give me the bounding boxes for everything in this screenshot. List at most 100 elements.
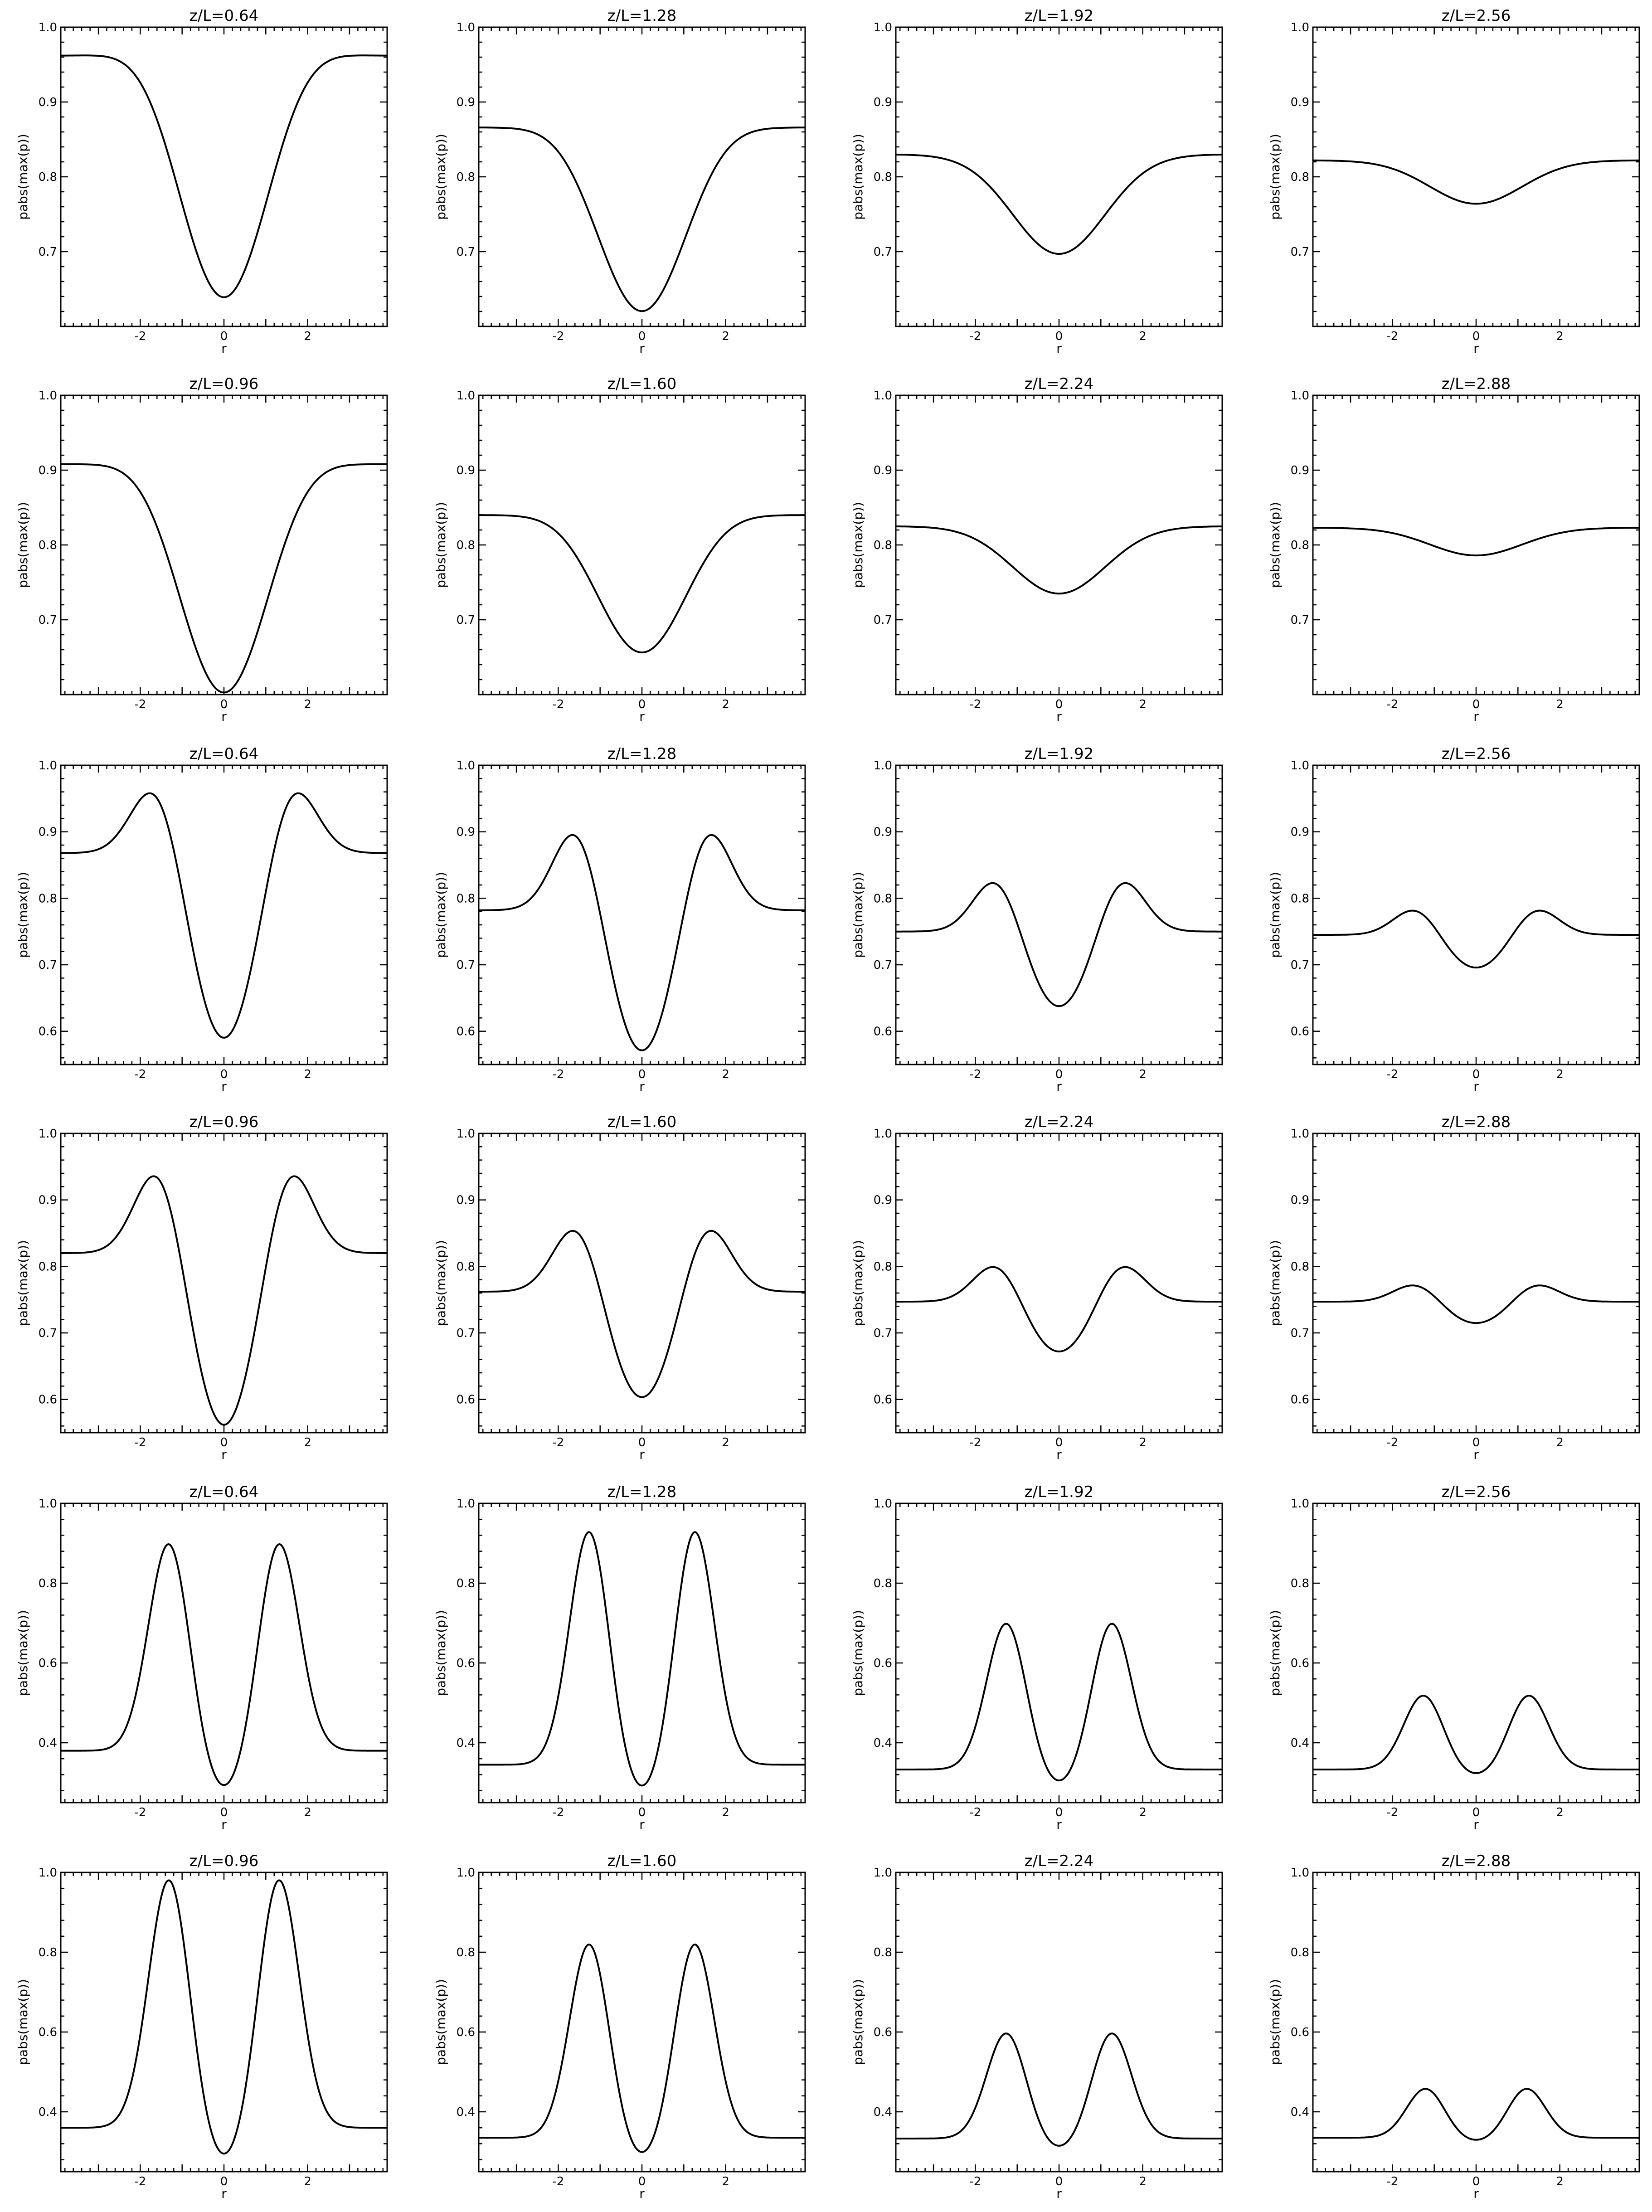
x-tick-label: 2 (722, 1806, 729, 1819)
panel-title: z/L=1.92 (1025, 745, 1093, 763)
y-axis-label: pabs(max(p)) (433, 502, 448, 588)
y-tick-label: 0.9 (457, 464, 475, 477)
y-tick-label: 0.7 (39, 245, 57, 259)
series-line (896, 1266, 1222, 1353)
y-tick-label: 1.0 (39, 759, 57, 773)
y-tick-label: 0.8 (874, 1946, 892, 1959)
x-tick-label: 0 (1472, 1436, 1480, 1449)
y-axis-label: pabs(max(p)) (1268, 502, 1283, 588)
y-tick-label: 0.4 (1291, 1736, 1309, 1750)
y-tick-label: 0.6 (1291, 1025, 1309, 1039)
plot-frame (478, 1133, 806, 1434)
y-axis-label: pabs(max(p)) (850, 1610, 865, 1696)
y-axis-label: pabs(max(p)) (433, 1610, 448, 1696)
y-tick-label: 0.7 (1291, 1327, 1309, 1340)
y-axis-label: pabs(max(p)) (1268, 1979, 1283, 2065)
x-tick-label: 2 (1556, 330, 1564, 343)
x-axis-label: r (1056, 1817, 1062, 1832)
x-axis-label: r (639, 2186, 645, 2201)
x-tick-label: -2 (1386, 698, 1398, 711)
panel-title: z/L=1.60 (607, 1113, 676, 1131)
x-tick-label: -2 (1386, 1068, 1398, 1081)
y-axis-label: pabs(max(p)) (1268, 134, 1283, 220)
plot-frame (895, 1133, 1223, 1434)
y-tick-label: 0.4 (874, 2105, 892, 2119)
panel-title: z/L=2.24 (1025, 375, 1093, 393)
panel-title: z/L=0.64 (189, 1483, 258, 1501)
y-tick-label: 1.0 (457, 21, 475, 34)
y-tick-label: 0.8 (874, 539, 892, 552)
series-line (479, 1943, 805, 2153)
x-tick-label: -2 (134, 2175, 146, 2188)
x-tick-label: -2 (969, 698, 981, 711)
x-axis-label: r (1473, 341, 1479, 356)
plot-frame (1312, 1133, 1640, 1434)
x-tick-label: 0 (638, 1436, 646, 1449)
y-tick-label: 0.8 (1291, 1260, 1309, 1274)
x-axis-label: r (639, 341, 645, 356)
x-tick-label: 0 (638, 698, 646, 711)
x-tick-label: -2 (969, 2175, 981, 2188)
x-tick-label: 0 (220, 1436, 228, 1449)
y-tick-label: 0.9 (1291, 826, 1309, 839)
series-line (479, 834, 805, 1051)
x-axis-label: r (1056, 2186, 1062, 2201)
y-tick-label: 0.4 (1291, 2105, 1309, 2119)
x-axis-label: r (639, 709, 645, 724)
y-tick-label: 0.6 (39, 1393, 57, 1407)
panel-title: z/L=0.96 (189, 1113, 258, 1131)
panel-6: z/L=1.60 -2 0 2 0.7 0.8 0.9 1.0 r pabs(max(p)) (433, 375, 806, 724)
x-tick-label: -2 (1386, 2175, 1398, 2188)
x-tick-label: 0 (1472, 698, 1480, 711)
series-line (479, 1230, 805, 1398)
x-tick-label: 0 (1472, 2175, 1480, 2188)
x-axis-label: r (639, 1817, 645, 1832)
x-tick-label: 2 (304, 330, 311, 343)
x-tick-label: 0 (220, 698, 228, 711)
series-line (1313, 2088, 1639, 2141)
y-axis-label: pabs(max(p)) (433, 872, 448, 958)
x-tick-label: 2 (1139, 1436, 1147, 1449)
y-tick-label: 0.9 (39, 826, 57, 839)
series-line (479, 1531, 805, 1787)
y-tick-label: 0.4 (39, 2105, 57, 2119)
y-tick-label: 0.4 (457, 1736, 475, 1750)
x-axis-label: r (639, 1447, 645, 1462)
plot-frame (1312, 394, 1640, 695)
x-tick-label: 0 (638, 1806, 646, 1819)
panel-20: z/L=2.56 -2 0 2 0.4 0.6 0.8 1.0 r pabs(max(p)) (1268, 1483, 1640, 1832)
y-axis-label: pabs(max(p)) (850, 872, 865, 958)
plot-frame (895, 1502, 1223, 1804)
x-tick-label: 2 (1556, 698, 1564, 711)
plot-frame (478, 394, 806, 695)
x-tick-label: -2 (552, 2175, 564, 2188)
x-axis-label: r (639, 1079, 645, 1094)
y-tick-label: 0.7 (39, 1327, 57, 1340)
panel-8: z/L=2.88 -2 0 2 0.7 0.8 0.9 1.0 r pabs(max(p)) (1268, 375, 1640, 724)
x-tick-label: -2 (552, 1436, 564, 1449)
x-tick-label: 0 (638, 330, 646, 343)
y-axis-label: pabs(max(p)) (433, 1979, 448, 2065)
series-line (61, 463, 387, 694)
x-tick-label: 0 (638, 1068, 646, 1081)
series-line (895, 153, 1223, 255)
y-tick-label: 0.8 (457, 170, 475, 184)
panel-22: z/L=1.60 -2 0 2 0.4 0.6 0.8 1.0 r pabs(max(p)) (433, 1852, 806, 2201)
panel-23: z/L=2.24 -2 0 2 0.4 0.6 0.8 1.0 r pabs(max(p)) (850, 1852, 1223, 2201)
y-tick-label: 0.7 (1291, 958, 1309, 972)
y-axis-label: pabs(max(p)) (15, 1979, 30, 2065)
y-axis-label: pabs(max(p)) (850, 1979, 865, 2065)
panel-title: z/L=2.56 (1442, 7, 1511, 25)
x-tick-label: 2 (722, 1068, 729, 1081)
y-tick-label: 1.0 (874, 21, 892, 34)
y-tick-label: 0.8 (39, 1946, 57, 1959)
x-tick-label: 2 (722, 2175, 729, 2188)
y-tick-label: 0.6 (874, 1393, 892, 1407)
x-tick-label: 0 (220, 330, 228, 343)
series-line (1313, 527, 1639, 557)
y-tick-label: 0.8 (874, 1260, 892, 1274)
panel-title: z/L=1.28 (607, 745, 676, 763)
x-tick-label: 2 (1139, 698, 1147, 711)
x-axis-label: r (1473, 2186, 1479, 2201)
